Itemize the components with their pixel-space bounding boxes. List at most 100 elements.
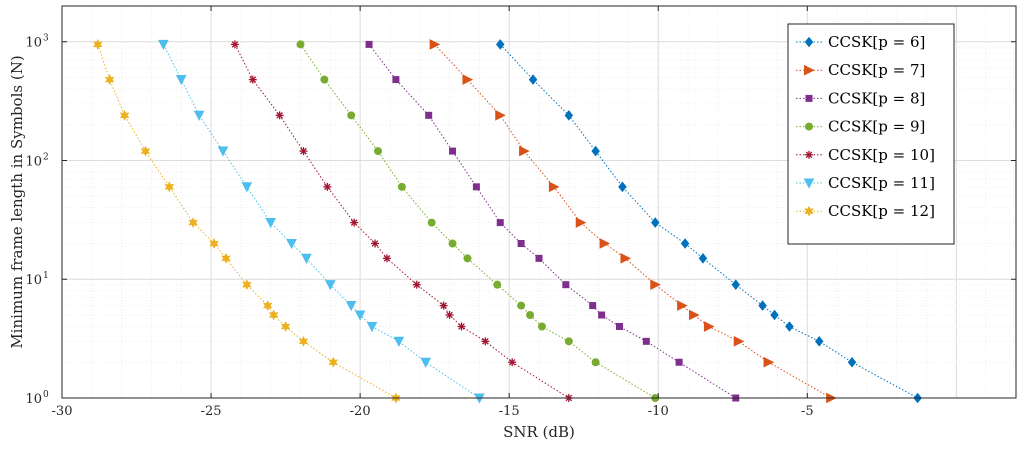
data-point-series-5 [345,301,357,312]
data-point-series-5 [241,182,253,193]
data-point-series-4 [299,147,308,156]
y-tick-exponent: 3 [43,34,49,44]
data-point-series-6 [140,145,151,157]
legend-label: CCSK[p = 10] [828,146,935,164]
data-point-series-0 [591,145,600,157]
data-point-series-3 [448,239,457,248]
legend-marker [805,150,813,159]
data-point-series-2 [615,323,623,331]
data-point-series-0 [651,217,660,228]
data-point-series-0 [698,253,708,264]
x-tick-label: -5 [801,404,814,419]
legend-marker [805,122,813,131]
data-point-series-2 [496,219,504,227]
legend-box [787,23,955,245]
data-point-series-1 [575,217,587,228]
data-point-series-6 [104,74,115,86]
data-point-series-1 [650,279,661,290]
data-point-series-4 [439,301,448,310]
data-point-series-4 [275,111,284,120]
data-point-series-1 [620,253,632,264]
data-point-series-4 [481,337,490,346]
legend-item: CCSK[p = 8] [796,89,925,107]
data-point-series-0 [680,238,690,249]
data-point-series-6 [328,356,339,368]
data-point-series-3 [591,358,600,367]
data-point-series-1 [519,145,530,157]
data-point-series-6 [242,279,252,291]
legend-label: CCSK[p = 8] [828,89,925,107]
legend-item: CCSK[p = 6] [796,33,925,51]
legend-marker [804,64,815,76]
data-point-series-0 [496,39,505,50]
data-point-series-3 [517,301,526,310]
data-point-series-1 [495,110,506,121]
legend-item: CCSK[p = 11] [796,174,935,192]
y-tick-exponent: 2 [43,152,49,162]
data-point-series-0 [758,300,767,311]
data-point-series-4 [508,358,517,367]
data-point-series-3 [526,310,535,319]
data-point-series-2 [642,337,650,345]
data-point-series-3 [427,218,436,227]
data-point-series-2 [589,302,597,310]
series-line-1 [434,44,832,399]
data-point-series-3 [320,75,329,84]
data-point-series-1 [599,238,611,249]
data-point-series-1 [733,336,745,347]
data-point-series-6 [188,217,199,229]
x-tick-label: -20 [350,404,371,419]
data-point-series-1 [677,300,688,311]
x-tick-label: -25 [201,404,222,419]
data-point-series-3 [537,322,546,331]
data-point-series-2 [365,40,373,48]
plot-frame [61,5,1017,399]
legend-item: CCSK[p = 10] [796,146,935,164]
data-point-series-5 [354,310,366,321]
legend-item: CCSK[p = 9] [796,118,925,136]
data-point-series-2 [517,240,525,248]
data-point-series-5 [366,321,378,333]
data-point-series-0 [731,279,741,290]
data-point-series-4 [382,254,391,263]
legend-items: CCSK[p = 6] CCSK[p = 7] CCSK[p = 8] CCSK[p … [796,33,935,220]
legend-label: CCSK[p = 7] [828,61,925,79]
data-point-series-5 [393,336,405,347]
data-point-series-4 [412,280,421,289]
data-point-series-1 [703,321,715,332]
data-point-series-6 [209,237,219,250]
y-tick-exponent: 0 [43,390,49,400]
data-point-series-1 [763,356,775,368]
data-point-series-0 [770,309,779,321]
data-point-series-6 [280,320,291,333]
legend-label: CCSK[p = 11] [828,174,935,192]
data-point-series-6 [221,252,231,264]
data-point-series-4 [323,182,332,191]
data-point-series-5 [420,357,432,368]
data-point-series-5 [286,238,297,250]
x-tick-label: -30 [52,404,73,419]
data-point-series-5 [175,75,187,86]
x-tick-label: -15 [499,404,520,419]
data-point-series-3 [397,182,406,191]
y-tick-label: 10 [25,36,42,51]
legend-label: CCSK[p = 12] [828,202,935,220]
legend-item: CCSK[p = 7] [796,61,925,79]
data-point-series-3 [463,254,472,263]
data-point-series-2 [675,358,683,366]
legend-marker [804,205,814,217]
data-point-series-4 [350,218,359,227]
data-point-series-0 [847,356,857,368]
data-point-series-3 [493,280,502,289]
data-point-series-0 [528,74,538,85]
x-axis-label: SNR (dB) [503,423,575,441]
series-line-4 [234,44,570,399]
axis-ticks: -30 -25 -20 -15 -10 -510 010 110 210 3 [25,6,1016,419]
data-point-series-5 [158,39,169,50]
data-point-series-3 [374,147,383,156]
series-markers [92,38,922,404]
y-tick-label: 10 [25,392,42,407]
data-point-series-2 [598,311,606,319]
data-point-series-5 [301,253,312,264]
